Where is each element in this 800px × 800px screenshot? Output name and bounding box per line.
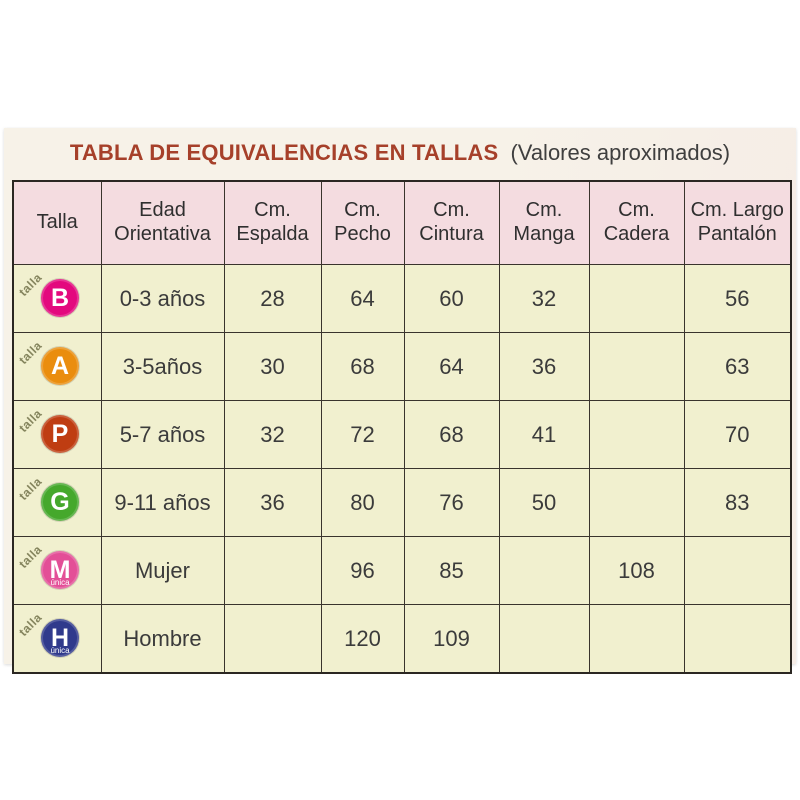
page-title: TABLA DE EQUIVALENCIAS EN TALLAS (Valore…	[4, 128, 796, 166]
cell-edad: Mujer	[100, 536, 225, 605]
column-header-cm-manga: Cm. Manga	[498, 180, 590, 265]
size-equivalence-table: Talla Edad Orientativa Cm. Espalda Cm. P…	[12, 180, 792, 674]
cell-pecho: 64	[320, 264, 405, 333]
cell-edad: Hombre	[100, 604, 225, 674]
cell-edad: 9-11 años	[100, 468, 225, 537]
cell-pecho: 80	[320, 468, 405, 537]
column-header-cm-largo-pantalon: Cm. Largo Pantalón	[683, 180, 792, 265]
cell-manga	[498, 604, 590, 674]
cell-manga: 50	[498, 468, 590, 537]
cell-edad: 3-5años	[100, 332, 225, 401]
cell-pecho: 120	[320, 604, 405, 674]
cell-pecho: 96	[320, 536, 405, 605]
cell-edad: 0-3 años	[100, 264, 225, 333]
cell-cadera	[588, 604, 685, 674]
cell-manga: 36	[498, 332, 590, 401]
cell-manga: 32	[498, 264, 590, 333]
table-row-talla-g: talla G 9-11 años 36 80 76 50 83	[12, 468, 792, 537]
cell-cintura: 68	[403, 400, 500, 469]
column-header-cm-pecho: Cm. Pecho	[320, 180, 405, 265]
badge-letter: M	[49, 555, 71, 584]
cell-espalda: 30	[223, 332, 322, 401]
column-header-cm-cintura: Cm. Cintura	[403, 180, 500, 265]
cell-cintura: 109	[403, 604, 500, 674]
header-row: Talla Edad Orientativa Cm. Espalda Cm. P…	[12, 180, 792, 265]
cell-cintura: 85	[403, 536, 500, 605]
badge-sublabel: única	[50, 578, 70, 587]
cell-cadera	[588, 400, 685, 469]
cell-cadera	[588, 468, 685, 537]
size-chart-photo: TABLA DE EQUIVALENCIAS EN TALLAS (Valore…	[4, 128, 796, 674]
size-badge-p-icon: P	[41, 415, 79, 453]
cell-espalda	[223, 604, 322, 674]
badge-letter: B	[50, 283, 70, 312]
badge-letter: A	[50, 351, 70, 380]
cell-espalda: 36	[223, 468, 322, 537]
cell-cintura: 60	[403, 264, 500, 333]
badge-letter: H	[50, 623, 70, 652]
table-row-talla-h-unica: talla H única Hombre 120 109	[12, 604, 792, 674]
size-badge-cell: talla M única	[12, 536, 102, 605]
cell-cintura: 76	[403, 468, 500, 537]
size-badge-b-icon: B	[41, 279, 79, 317]
size-badge-cell: talla A	[12, 332, 102, 401]
size-badge-cell: talla P	[12, 400, 102, 469]
cell-manga: 41	[498, 400, 590, 469]
cell-largo-pantalon: 70	[683, 400, 792, 469]
cell-espalda	[223, 536, 322, 605]
badge-sublabel: única	[50, 646, 70, 655]
cell-pecho: 68	[320, 332, 405, 401]
cell-cadera	[588, 332, 685, 401]
table-row-talla-a: talla A 3-5años 30 68 64 36 63	[12, 332, 792, 401]
cell-edad: 5-7 años	[100, 400, 225, 469]
cell-espalda: 32	[223, 400, 322, 469]
size-badge-g-icon: G	[41, 483, 79, 521]
cell-largo-pantalon: 83	[683, 468, 792, 537]
column-header-cm-espalda: Cm. Espalda	[223, 180, 322, 265]
column-header-talla: Talla	[12, 180, 102, 265]
cell-cadera	[588, 264, 685, 333]
column-header-cm-cadera: Cm. Cadera	[588, 180, 685, 265]
column-header-edad-orientativa: Edad Orientativa	[100, 180, 225, 265]
cell-cadera: 108	[588, 536, 685, 605]
table-row-talla-b: talla B 0-3 años 28 64 60 32 56	[12, 264, 792, 333]
table-row-talla-p: talla P 5-7 años 32 72 68 41 70	[12, 400, 792, 469]
cell-manga	[498, 536, 590, 605]
cell-espalda: 28	[223, 264, 322, 333]
cell-cintura: 64	[403, 332, 500, 401]
cell-largo-pantalon	[683, 604, 792, 674]
title-subtitle: (Valores aproximados)	[510, 140, 731, 165]
cell-largo-pantalon	[683, 536, 792, 605]
cell-largo-pantalon: 63	[683, 332, 792, 401]
size-badge-h-icon: H única	[41, 619, 79, 657]
cell-largo-pantalon: 56	[683, 264, 792, 333]
badge-letter: P	[51, 419, 69, 448]
size-badge-m-icon: M única	[41, 551, 79, 589]
title-main: TABLA DE EQUIVALENCIAS EN TALLAS	[69, 140, 499, 165]
size-badge-cell: talla B	[12, 264, 102, 333]
size-badge-cell: talla H única	[12, 604, 102, 674]
table-row-talla-m-unica: talla M única Mujer 96 85 108	[12, 536, 792, 605]
cell-pecho: 72	[320, 400, 405, 469]
badge-letter: G	[50, 487, 70, 516]
size-badge-cell: talla G	[12, 468, 102, 537]
size-badge-a-icon: A	[41, 347, 79, 385]
